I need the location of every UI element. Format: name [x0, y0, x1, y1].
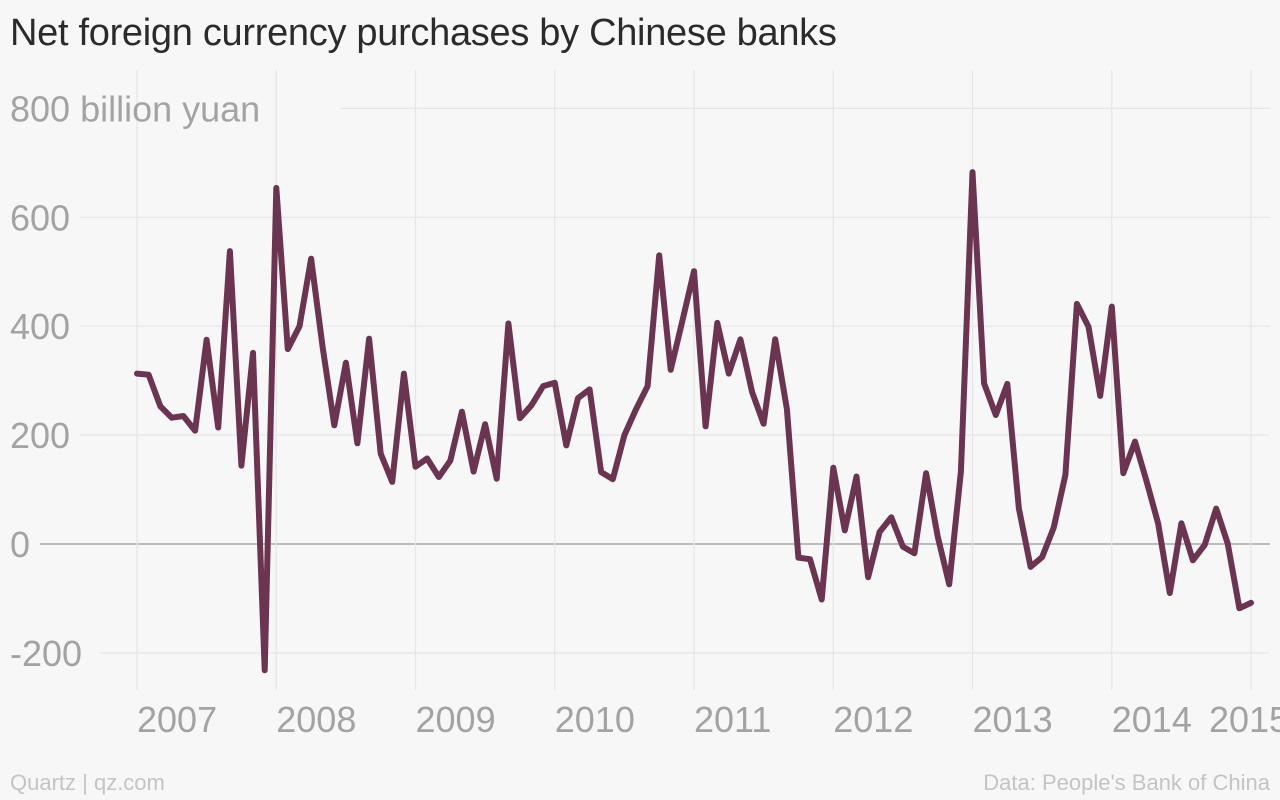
grid: [40, 70, 1270, 690]
x-tick-label: 2011: [694, 699, 771, 740]
x-tick-label: 2010: [555, 699, 635, 740]
footer-source-left: Quartz | qz.com: [10, 770, 165, 795]
y-tick-label: -200: [10, 633, 82, 674]
y-axis-ticks: 800 billion yuan 600 400 200 0 -200: [10, 88, 260, 674]
x-tick-label: 2012: [833, 699, 913, 740]
y-tick-label: 600: [10, 197, 70, 238]
y-tick-label: 400: [10, 306, 70, 347]
x-tick-label: 2013: [973, 699, 1053, 740]
chart-title: Net foreign currency purchases by Chines…: [10, 12, 837, 54]
series-line: [134, 169, 1254, 674]
x-tick-label: 2009: [416, 699, 496, 740]
x-axis-ticks: 2007 2008 2009 2010 2011 2012 2013 2014 2015: [137, 699, 1280, 740]
x-tick-label: 2007: [137, 699, 217, 740]
y-tick-label: 200: [10, 415, 70, 456]
y-tick-label: 800 billion yuan: [10, 88, 260, 129]
y-tick-label: 0: [10, 524, 30, 565]
x-tick-label: 2014: [1112, 699, 1192, 740]
x-tick-label: 2008: [276, 699, 356, 740]
footer-source-right: Data: People's Bank of China: [983, 770, 1270, 795]
x-tick-label: 2015: [1209, 699, 1280, 740]
